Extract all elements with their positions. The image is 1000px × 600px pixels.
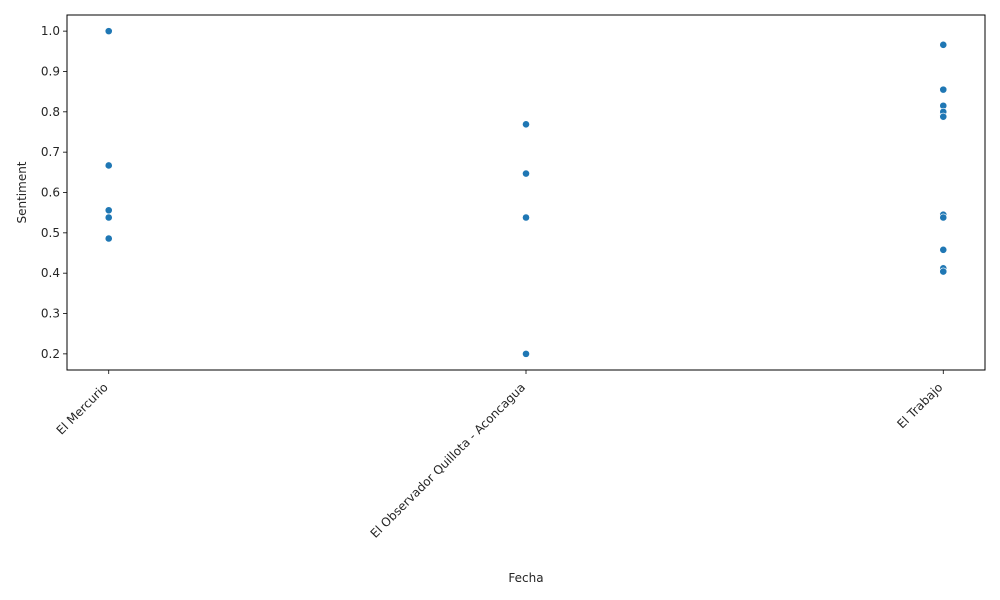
data-point — [939, 213, 948, 222]
data-point — [939, 112, 948, 121]
data-point — [104, 161, 113, 170]
data-point — [104, 206, 113, 215]
data-point — [939, 85, 948, 94]
x-axis-label: Fecha — [508, 571, 543, 585]
plot-frame — [66, 14, 986, 371]
data-point — [939, 267, 948, 276]
data-point — [522, 169, 530, 178]
data-points — [104, 27, 948, 358]
y-axis-ticks: 0.2 0.3 0.4 0.5 0.6 0.7 0.8 0.9 1.0 — [41, 24, 67, 361]
y-tick-label: 0.6 — [41, 186, 60, 200]
y-tick-label: 0.7 — [41, 145, 60, 159]
data-point — [522, 213, 530, 222]
y-tick-label: 0.9 — [41, 64, 60, 78]
data-point — [522, 120, 530, 129]
data-point — [104, 213, 113, 222]
y-tick-label: 0.8 — [41, 105, 60, 119]
y-tick-label: 0.5 — [41, 226, 60, 240]
data-point — [104, 27, 113, 36]
y-tick-label: 0.4 — [41, 266, 60, 280]
y-axis-label: Sentiment — [15, 161, 29, 223]
data-point — [939, 40, 948, 49]
y-tick-label: 0.2 — [41, 347, 60, 361]
y-tick-label: 0.3 — [41, 307, 60, 321]
data-point — [104, 234, 113, 243]
data-point — [939, 245, 948, 254]
data-point — [522, 349, 530, 358]
y-tick-label: 1.0 — [41, 24, 60, 38]
